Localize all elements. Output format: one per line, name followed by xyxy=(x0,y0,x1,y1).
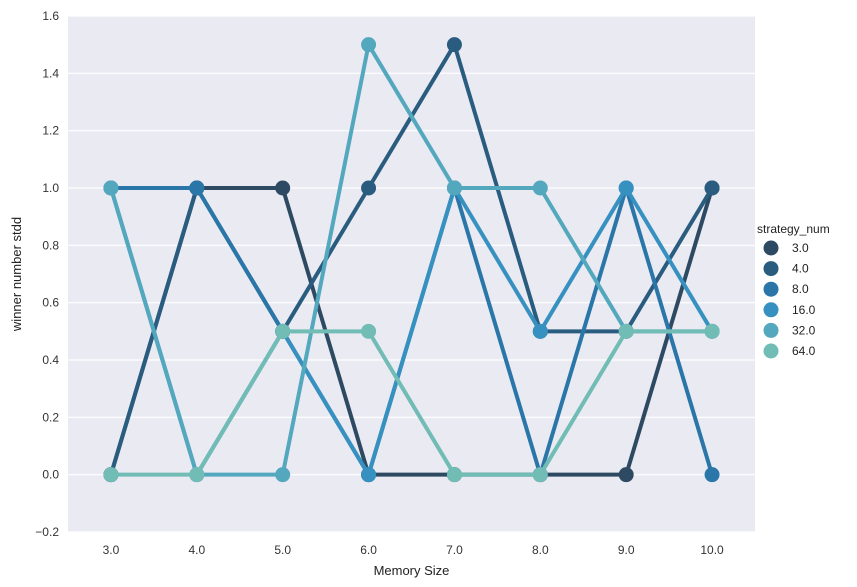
y-tick-labels: −0.2 0.0 0.2 0.4 0.6 0.8 1.0 1.2 1.4 1.6 xyxy=(35,9,59,539)
legend-marker xyxy=(763,343,779,359)
x-tick-label: 8.0 xyxy=(532,543,549,557)
y-tick-label: 0.4 xyxy=(42,353,59,367)
legend-marker xyxy=(763,322,779,338)
data-point xyxy=(275,467,291,483)
data-point xyxy=(532,467,548,483)
data-point xyxy=(532,180,548,196)
y-tick-label: 1.6 xyxy=(42,9,59,23)
legend-items: 3.0 4.0 8.0 16.0 32.0 64.0 xyxy=(763,240,816,359)
legend-label: 64.0 xyxy=(792,344,816,358)
x-tick-labels: 3.0 4.0 5.0 6.0 7.0 8.0 9.0 10.0 xyxy=(103,543,724,557)
legend: strategy_num 3.0 4.0 8.0 16.0 32.0 64.0 xyxy=(757,222,830,359)
data-point xyxy=(275,180,291,196)
data-point xyxy=(361,37,377,53)
data-point xyxy=(704,467,720,483)
y-tick-label: −0.2 xyxy=(35,525,59,539)
data-point xyxy=(103,467,119,483)
data-point xyxy=(618,467,634,483)
data-point xyxy=(532,323,548,339)
x-tick-label: 3.0 xyxy=(103,543,120,557)
legend-label: 3.0 xyxy=(792,241,809,255)
x-axis-label: Memory Size xyxy=(374,563,450,578)
x-tick-label: 7.0 xyxy=(446,543,463,557)
data-point xyxy=(189,180,205,196)
plot-background xyxy=(68,16,755,532)
data-point xyxy=(704,323,720,339)
y-tick-label: 1.2 xyxy=(42,124,59,138)
legend-label: 4.0 xyxy=(792,262,809,276)
legend-label: 8.0 xyxy=(792,282,809,296)
series-64.0 xyxy=(103,323,720,483)
x-tick-label: 6.0 xyxy=(360,543,377,557)
series-line xyxy=(108,42,715,477)
data-point xyxy=(189,467,205,483)
legend-label: 16.0 xyxy=(792,303,816,317)
y-tick-label: 0.0 xyxy=(42,468,59,482)
series-line xyxy=(108,329,715,477)
legend-marker xyxy=(763,302,779,318)
x-tick-label: 9.0 xyxy=(618,543,635,557)
data-point xyxy=(446,180,462,196)
x-tick-label: 4.0 xyxy=(188,543,205,557)
legend-marker xyxy=(763,261,779,277)
data-point xyxy=(361,467,377,483)
data-point xyxy=(446,467,462,483)
data-point xyxy=(446,37,462,53)
legend-marker xyxy=(763,281,779,297)
y-tick-label: 0.6 xyxy=(42,296,59,310)
y-tick-label: 0.8 xyxy=(42,238,59,252)
data-point xyxy=(361,323,377,339)
series-line xyxy=(108,186,715,477)
data-point xyxy=(618,323,634,339)
y-tick-label: 1.0 xyxy=(42,181,59,195)
data-point xyxy=(618,180,634,196)
data-point xyxy=(361,180,377,196)
data-point xyxy=(275,323,291,339)
y-tick-label: 1.4 xyxy=(42,66,59,80)
x-tick-label: 5.0 xyxy=(274,543,291,557)
y-tick-label: 0.2 xyxy=(42,410,59,424)
legend-title: strategy_num xyxy=(757,222,830,236)
data-point xyxy=(103,180,119,196)
series-layer xyxy=(103,37,720,483)
data-point xyxy=(704,180,720,196)
legend-marker xyxy=(763,240,779,256)
x-tick-label: 10.0 xyxy=(700,543,724,557)
y-axis-label: winner number stdd xyxy=(9,217,24,332)
legend-label: 32.0 xyxy=(792,323,816,337)
